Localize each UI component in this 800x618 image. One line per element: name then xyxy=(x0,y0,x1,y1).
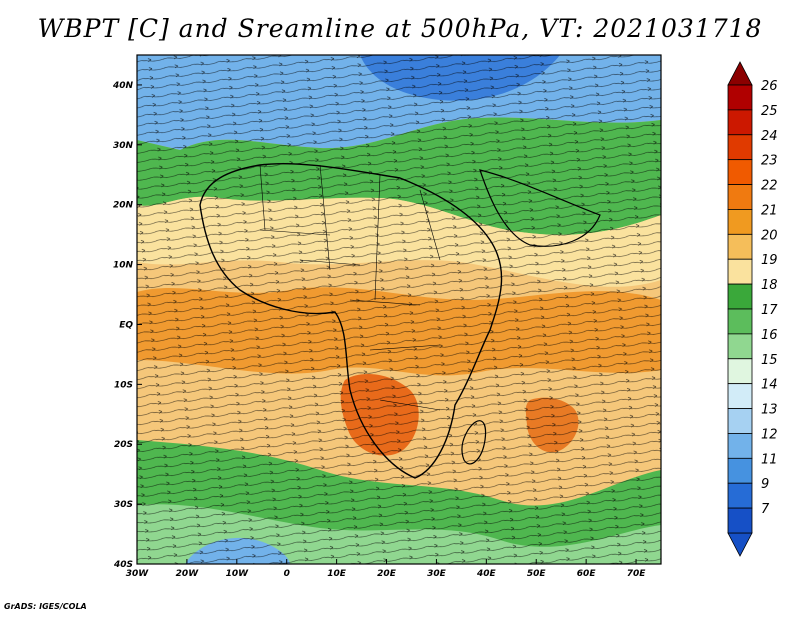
credit-label: GrADS: IGES/COLA xyxy=(4,602,87,611)
axis-ticks: 30W 20W 10W 0 10E 20E 30E 40E 50E 60E 70E 40N 30N 20N… xyxy=(112,81,646,579)
lat-tick-label: 30N xyxy=(113,141,134,151)
colorbar-box xyxy=(727,159,753,185)
lat-tick-label: EQ xyxy=(119,320,133,330)
colorbar-label: 18 xyxy=(761,278,778,293)
colorbar-label: 26 xyxy=(761,79,778,94)
colorbar-label: 25 xyxy=(761,104,778,119)
colorbar-bottom-arrow xyxy=(727,532,753,557)
colorbar-label: 9 xyxy=(761,477,769,492)
lon-tick-label: 50E xyxy=(527,569,547,579)
country-borders xyxy=(259,164,441,411)
lon-tick-label: 40E xyxy=(476,569,497,579)
colorbar-label: 15 xyxy=(761,353,778,368)
lon-tick-label: 20W xyxy=(176,569,200,579)
colorbar-label: 19 xyxy=(761,253,778,268)
colorbar-label: 23 xyxy=(761,154,778,169)
colorbar-box xyxy=(727,408,753,434)
colorbar-label: 20 xyxy=(761,228,778,243)
colorbar-box xyxy=(727,209,753,235)
colorbar-box xyxy=(727,383,753,409)
lon-tick-label: 60E xyxy=(577,569,597,579)
colorbar-box xyxy=(727,184,753,210)
plot-frame xyxy=(136,54,662,565)
plot-area xyxy=(137,55,661,564)
colorbar-label: 14 xyxy=(761,378,778,393)
colorbar-label: 7 xyxy=(761,502,770,517)
colorbar-top-arrow xyxy=(727,61,753,86)
colorbar-box xyxy=(727,433,753,459)
coastline-madagascar xyxy=(461,420,487,465)
colorbar-box xyxy=(727,233,753,260)
colorbar-box xyxy=(727,482,753,509)
lat-tick-label: 30S xyxy=(114,500,133,510)
coastline xyxy=(199,162,503,479)
colorbar-label: 17 xyxy=(761,303,778,318)
lat-tick-label: 10N xyxy=(113,261,134,271)
colorbar: 26 25 24 23 22 21 20 19 18 17 16 15 14 13 12 11 9 7 xyxy=(727,61,778,557)
colorbar-box xyxy=(727,258,753,285)
colorbar-label: 21 xyxy=(761,203,778,218)
lat-tick-label: 10S xyxy=(114,380,133,390)
lat-tick-label: 40S xyxy=(113,560,133,570)
lon-tick-label: 10W xyxy=(226,569,250,579)
lat-tick-label: 20S xyxy=(114,440,133,450)
colorbar-box xyxy=(727,84,753,111)
lon-tick-label: 10E xyxy=(327,569,347,579)
coastline-arabia xyxy=(479,169,601,247)
colorbar-box xyxy=(727,283,753,310)
colorbar-label: 12 xyxy=(761,427,778,442)
colorbar-box xyxy=(727,134,753,161)
lon-tick-label: 30W xyxy=(126,569,150,579)
colorbar-label: 16 xyxy=(761,328,778,343)
colorbar-box xyxy=(727,333,753,360)
lat-tick-label: 20N xyxy=(113,201,134,211)
lon-tick-label: 20E xyxy=(377,569,397,579)
lon-tick-label: 30E xyxy=(427,569,447,579)
lon-tick-label: 70E xyxy=(627,569,647,579)
colorbar-box xyxy=(727,507,753,534)
streamlines xyxy=(137,55,661,564)
colorbar-box xyxy=(727,358,753,385)
map-title: WBPT [C] and Sreamline at 500hPa, VT: 20… xyxy=(37,14,763,43)
lat-tick-label: 40N xyxy=(112,81,134,91)
colorbar-box xyxy=(727,308,753,335)
colorbar-label: 24 xyxy=(761,129,778,144)
colorbar-box xyxy=(727,457,753,484)
colorbar-label: 22 xyxy=(761,179,778,194)
colorbar-label: 13 xyxy=(761,403,778,418)
colorbar-label: 11 xyxy=(761,452,778,467)
lon-tick-label: 0 xyxy=(284,569,290,579)
colorbar-box xyxy=(727,109,753,136)
